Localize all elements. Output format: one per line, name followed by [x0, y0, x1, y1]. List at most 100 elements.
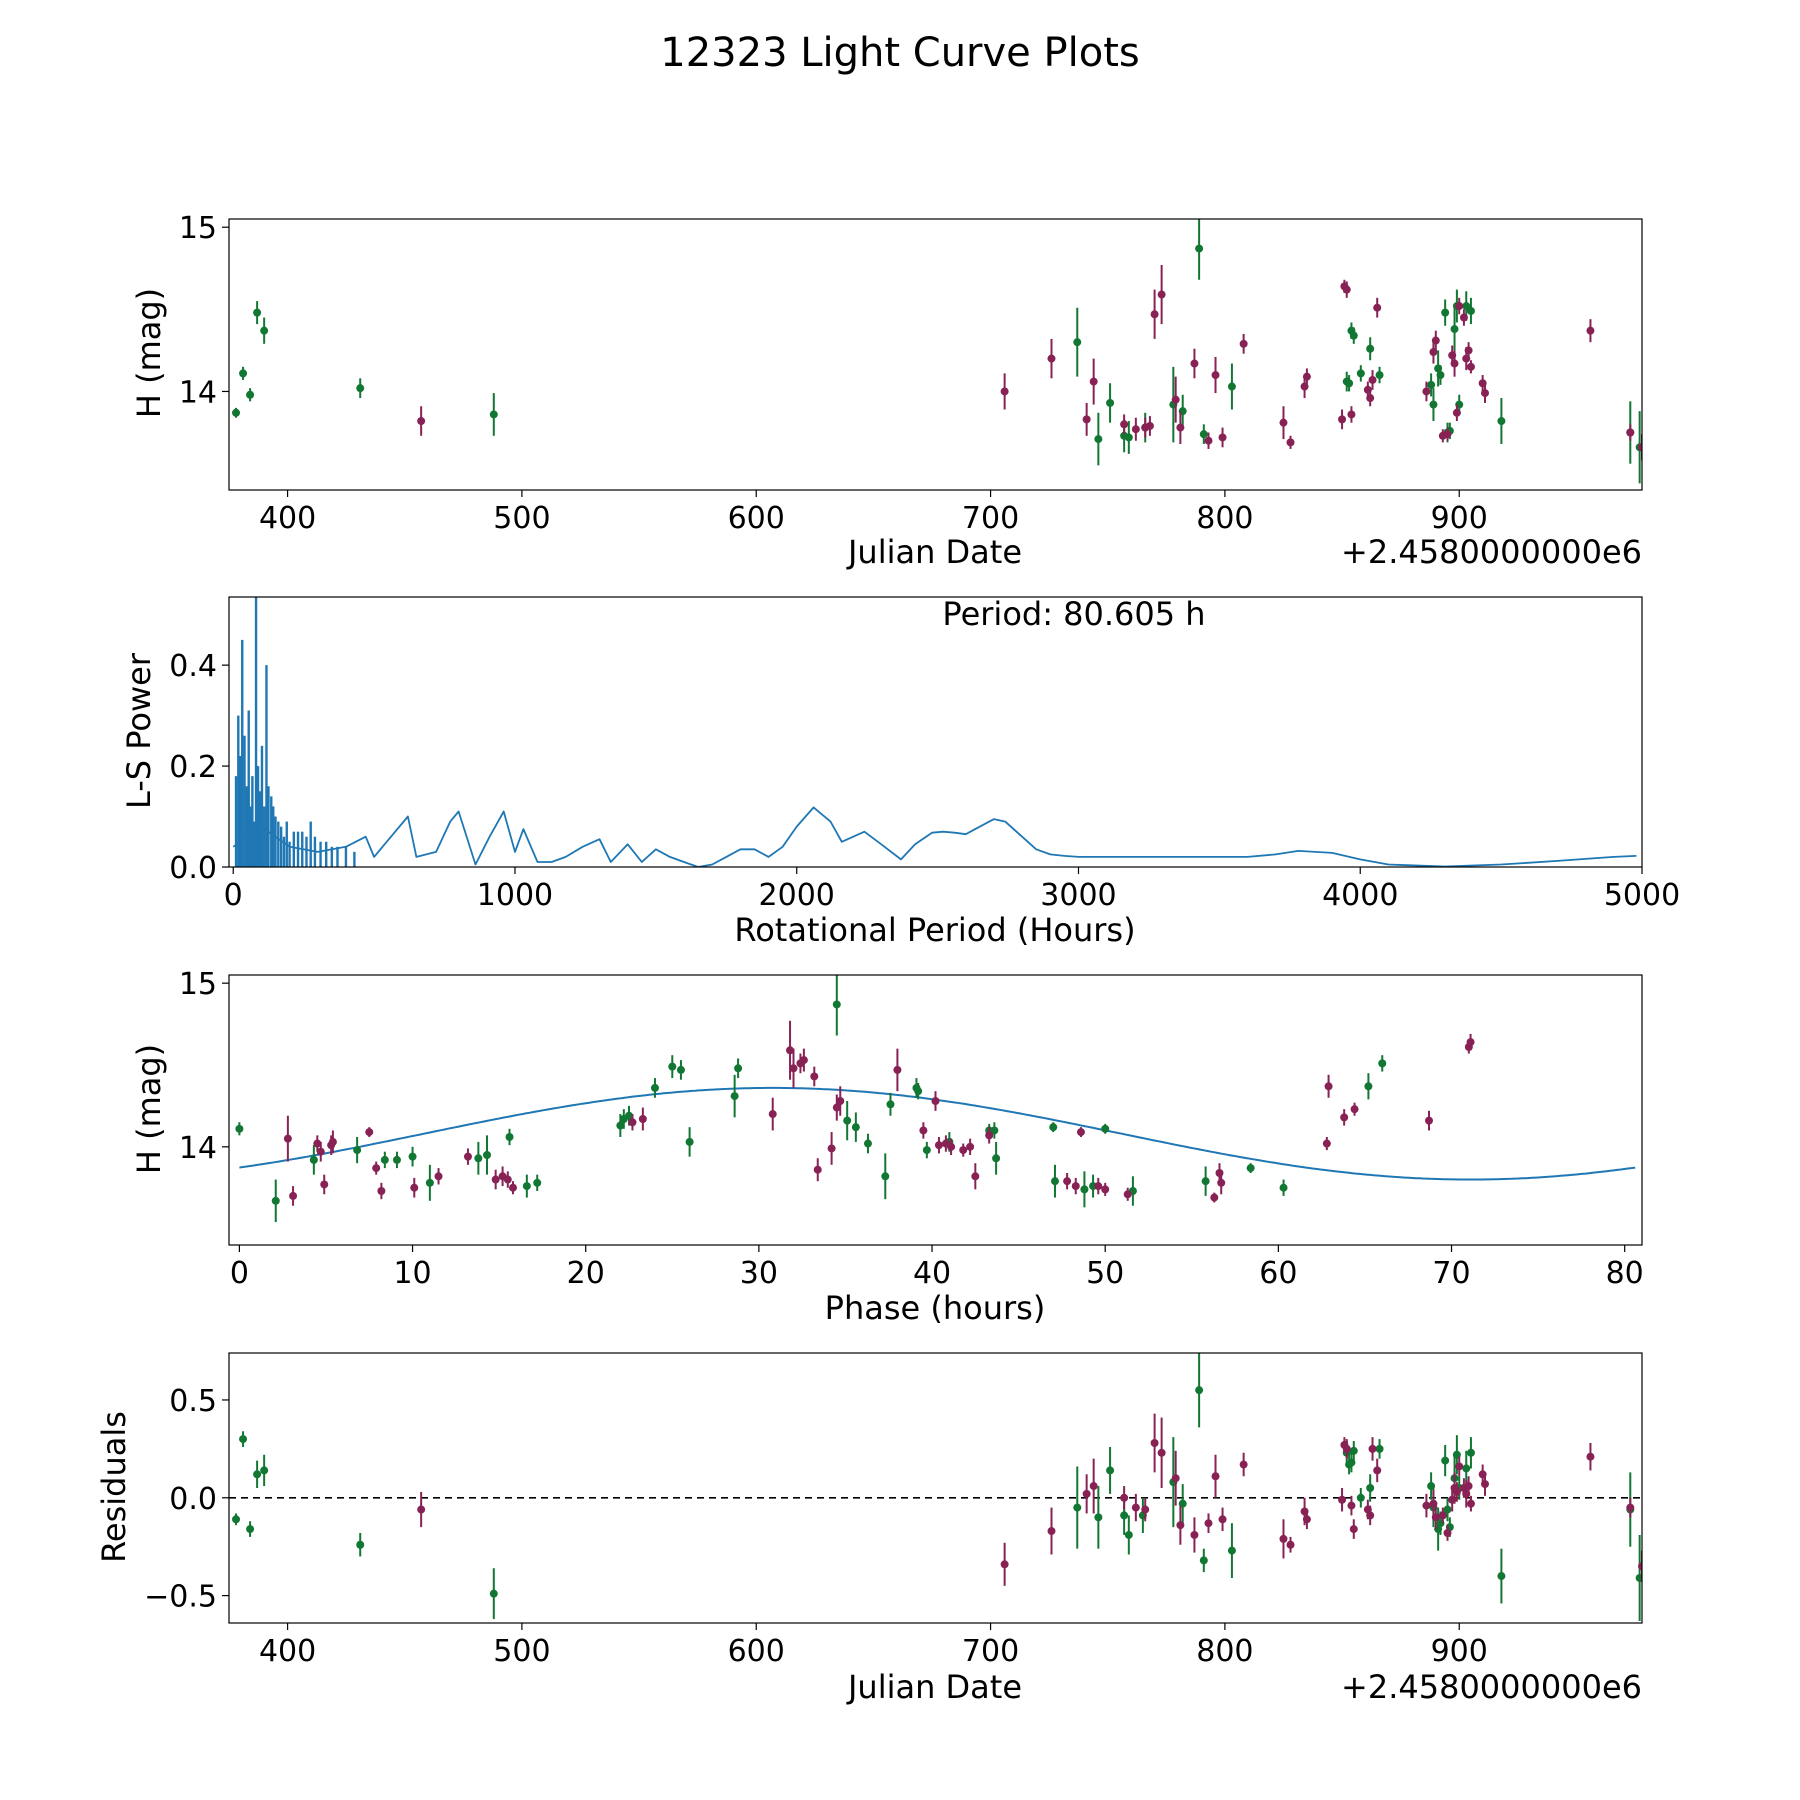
figure-title: 12323 Light Curve Plots	[660, 30, 1139, 76]
x-tick-label: 900	[1431, 501, 1488, 536]
purple-data-point	[1338, 1495, 1347, 1504]
purple-data-point	[1239, 339, 1248, 348]
x-tick-label: 4000	[1322, 878, 1398, 913]
green-data-point	[1349, 1446, 1358, 1455]
periodogram-marks	[232, 597, 1637, 867]
y-tick-label: 15	[179, 967, 217, 1002]
purple-data-point	[1422, 1501, 1431, 1510]
y-tick-label: −0.5	[144, 1580, 217, 1615]
green-data-point	[353, 1146, 362, 1155]
purple-data-point	[810, 1072, 819, 1081]
green-data-point	[408, 1152, 417, 1161]
green-data-point	[1441, 1456, 1450, 1465]
purple-data-point	[365, 1128, 374, 1137]
purple-data-point	[289, 1191, 298, 1200]
green-data-point	[1094, 435, 1103, 444]
green-data-point	[851, 1123, 860, 1132]
residuals-x-label: Julian Date	[846, 1668, 1022, 1706]
purple-data-point	[1466, 1499, 1475, 1508]
purple-data-point	[1215, 1169, 1224, 1177]
y-tick-label: 0.2	[169, 750, 217, 785]
green-data-point	[1443, 1505, 1452, 1514]
green-data-point	[1199, 1556, 1208, 1565]
purple-data-point	[985, 1131, 994, 1140]
green-data-point	[990, 1126, 999, 1135]
x-tick-label: 5000	[1604, 878, 1680, 913]
green-data-point	[1195, 1386, 1204, 1395]
purple-data-point	[1626, 1503, 1635, 1512]
period-annotation: Period: 80.605 h	[942, 595, 1205, 633]
periodogram-line	[232, 806, 1637, 867]
purple-data-point	[1204, 1519, 1213, 1528]
purple-data-point	[1150, 1439, 1159, 1447]
purple-data-point	[1204, 436, 1213, 445]
green-data-point	[625, 1111, 634, 1120]
purple-data-point	[1347, 1501, 1356, 1510]
purple-data-point	[827, 1144, 836, 1153]
green-data-point	[505, 1133, 514, 1141]
purple-data-point	[1063, 1177, 1072, 1186]
purple-data-point	[1349, 1525, 1358, 1534]
purple-data-point	[417, 1505, 426, 1514]
purple-data-point	[1425, 1116, 1434, 1125]
purple-data-point	[1211, 1472, 1220, 1481]
purple-data-point	[1120, 1493, 1129, 1502]
purple-data-point	[931, 1097, 940, 1105]
purple-data-point	[1089, 1482, 1098, 1491]
y-tick-label: 0.5	[169, 1384, 217, 1419]
green-data-point	[1635, 1574, 1642, 1582]
purple-data-point	[1218, 433, 1227, 442]
green-data-point	[271, 1196, 280, 1205]
green-data-point	[246, 390, 255, 399]
residuals-y-label: Residuals	[95, 1411, 133, 1563]
periodogram-x-label: Rotational Period (Hours)	[734, 911, 1135, 949]
x-tick-label: 400	[259, 1634, 316, 1669]
green-data-point	[730, 1092, 739, 1101]
green-data-point	[1345, 379, 1354, 388]
purple-data-point	[1366, 1511, 1375, 1520]
purple-data-point	[1131, 1503, 1140, 1512]
green-data-point	[253, 308, 262, 317]
lightcurve-y-label: H (mag)	[130, 288, 168, 418]
x-tick-label: 3000	[1040, 878, 1116, 913]
green-data-point	[1073, 1503, 1082, 1512]
purple-data-point	[1171, 395, 1180, 404]
purple-data-point	[417, 417, 426, 426]
green-data-point	[1427, 380, 1436, 389]
green-data-point	[489, 410, 498, 419]
x-tick-label: 800	[1196, 501, 1253, 536]
green-data-point	[253, 1470, 262, 1479]
purple-data-point	[1322, 1139, 1331, 1148]
purple-data-point	[1210, 1193, 1219, 1202]
purple-data-point	[1431, 336, 1440, 345]
purple-data-point	[1340, 1113, 1349, 1122]
x-tick-label: 0	[230, 1256, 249, 1291]
purple-data-point	[1366, 394, 1375, 403]
purple-data-point	[1157, 1448, 1166, 1457]
purple-data-point	[836, 1097, 845, 1105]
x-tick-label: 500	[493, 1634, 550, 1669]
purple-data-point	[1586, 326, 1595, 335]
green-data-point	[1466, 306, 1475, 315]
green-data-point	[914, 1087, 923, 1096]
purple-data-point	[1450, 359, 1459, 368]
purple-data-point	[768, 1110, 777, 1119]
x-tick-label: 10	[393, 1256, 431, 1291]
purple-data-point	[283, 1134, 292, 1143]
green-data-point	[380, 1155, 389, 1164]
purple-data-point	[1145, 421, 1154, 430]
residuals-marks	[229, 1353, 1642, 1622]
residuals-axes-frame	[228, 1352, 1643, 1624]
residuals-panel: 400 500 600 700 800 900 −0.5 0.0 0.5 Julian Date…	[95, 1352, 1643, 1706]
green-data-point	[1094, 1513, 1103, 1522]
green-data-point	[246, 1525, 255, 1534]
purple-data-point	[1082, 415, 1091, 424]
x-tick-label: 500	[493, 501, 550, 536]
purple-data-point	[1586, 1452, 1595, 1461]
residuals-offset-label: +2.4580000000e6	[1341, 1668, 1642, 1706]
purple-data-point	[1350, 1105, 1359, 1114]
y-tick-label: 0.0	[169, 1482, 217, 1517]
green-data-point	[1195, 244, 1204, 253]
green-data-point	[881, 1172, 890, 1181]
